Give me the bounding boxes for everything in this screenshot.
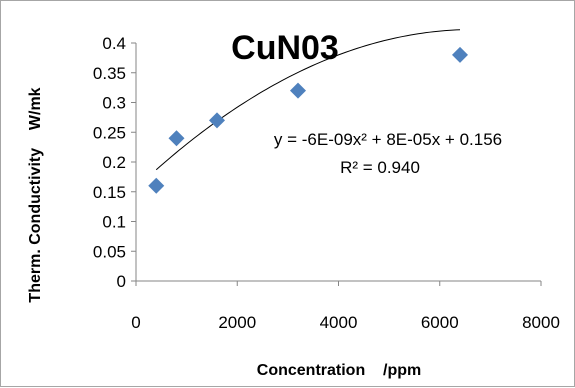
- x-tick-label: 8000: [522, 313, 560, 332]
- y-ticks-layer: 0 0.05 0.1 0.15 0.2 0.25 0.3 0.35 0.4: [93, 34, 136, 291]
- data-point: [148, 177, 165, 194]
- x-ticks-layer: 0 2000 4000 6000 8000: [131, 281, 560, 332]
- trendline: [155, 29, 461, 171]
- data-point: [168, 130, 185, 147]
- y-tick-label: 0.35: [93, 64, 126, 83]
- x-tick-label: 6000: [421, 313, 459, 332]
- x-tick-label: 2000: [218, 313, 256, 332]
- data-point: [290, 82, 306, 99]
- x-axis-title: Concentration /ppm: [257, 362, 421, 379]
- points-layer: [148, 46, 468, 194]
- y-tick-label: 0.05: [93, 242, 126, 261]
- x-tick-label: 0: [131, 313, 140, 332]
- chart-title: CuN03: [231, 29, 339, 67]
- trendline-layer: [155, 29, 461, 171]
- data-point: [209, 112, 225, 129]
- y-tick-label: 0: [117, 272, 126, 291]
- y-tick-label: 0.1: [102, 213, 126, 232]
- trendline-r-squared: R² = 0.940: [340, 158, 420, 177]
- y-tick-label: 0.4: [102, 34, 126, 53]
- y-tick-label: 0.2: [102, 153, 126, 172]
- trendline-equation: y = -6E-09x² + 8E-05x + 0.156: [274, 130, 502, 149]
- y-tick-label: 0.25: [93, 123, 126, 142]
- y-tick-label: 0.3: [102, 94, 126, 113]
- x-tick-label: 4000: [320, 313, 358, 332]
- y-axis-title: Therm. Conductivity W/mk: [27, 87, 44, 302]
- axes-layer: [135, 43, 541, 282]
- y-tick-label: 0.15: [93, 183, 126, 202]
- data-point: [452, 46, 468, 63]
